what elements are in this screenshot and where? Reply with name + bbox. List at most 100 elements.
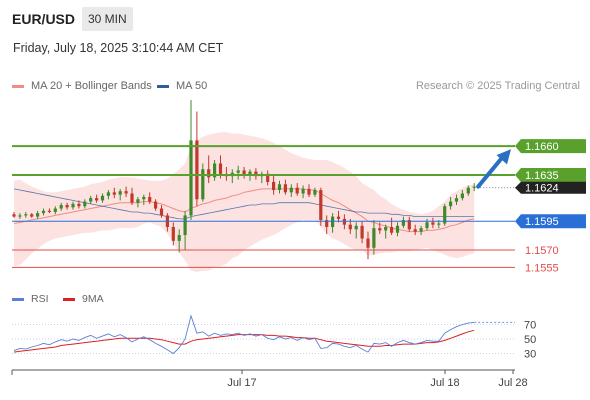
candle-body xyxy=(142,196,146,200)
candle xyxy=(195,111,199,207)
candle xyxy=(154,199,158,211)
legend-rsi: RSI xyxy=(12,293,49,305)
legend-rsi-label: RSI xyxy=(31,293,49,305)
candle xyxy=(242,166,246,179)
candle xyxy=(266,170,270,186)
candle xyxy=(236,165,240,180)
rsi-line xyxy=(13,314,475,355)
level-label-1.1570: 1.1570 xyxy=(525,245,559,257)
candle-body xyxy=(289,187,293,193)
candle xyxy=(378,222,382,234)
candle-body xyxy=(65,205,69,208)
candle-body xyxy=(148,196,152,202)
candle-body xyxy=(183,215,187,236)
candle-body xyxy=(301,188,305,194)
candle-body xyxy=(272,181,276,191)
candle xyxy=(30,213,34,218)
candle xyxy=(449,196,453,210)
candle-body xyxy=(390,226,394,233)
candle-body xyxy=(384,226,388,231)
candle xyxy=(466,185,470,196)
candle xyxy=(189,100,193,221)
candle-body xyxy=(195,140,199,200)
level-tag-1.1660 xyxy=(515,139,586,154)
candle xyxy=(118,188,122,201)
research-credit: Research © 2025 Trading Central xyxy=(415,80,580,92)
candle xyxy=(36,210,40,219)
candle-body xyxy=(130,193,134,203)
candle-body xyxy=(201,169,205,200)
candle-body xyxy=(77,203,81,207)
candle-body xyxy=(277,184,282,191)
candle xyxy=(59,202,63,211)
candle-body xyxy=(319,190,323,221)
candle xyxy=(472,183,476,192)
candle xyxy=(342,214,346,230)
candle xyxy=(313,187,317,197)
candle xyxy=(295,183,299,196)
candle xyxy=(331,213,335,233)
bollinger-band xyxy=(14,132,475,272)
candle xyxy=(277,180,282,194)
rsi-tick-30: 30 xyxy=(524,349,536,361)
candle-body xyxy=(248,171,252,176)
candle xyxy=(53,206,57,215)
candle xyxy=(130,187,134,206)
candle-body xyxy=(472,186,476,188)
candle-body xyxy=(419,228,423,232)
candle-body xyxy=(207,169,211,178)
legend-ma20: MA 20 + Bollinger Bands xyxy=(12,80,152,92)
candle xyxy=(319,187,323,226)
timestamp: Friday, July 18, 2025 3:10:44 AM CET xyxy=(13,41,224,55)
candle xyxy=(77,200,81,209)
candle-body xyxy=(313,190,317,195)
candle-body xyxy=(30,214,34,217)
candle-body xyxy=(360,225,364,239)
candle xyxy=(47,208,51,214)
candle-body xyxy=(395,225,400,233)
candle-body xyxy=(71,203,75,208)
candle-body xyxy=(242,170,246,176)
candle xyxy=(443,203,447,226)
rsi-ma-swatch xyxy=(63,297,75,301)
candle xyxy=(407,216,411,232)
candle xyxy=(148,192,152,204)
candle-body xyxy=(331,216,335,227)
candle xyxy=(360,221,364,244)
candle xyxy=(213,160,217,181)
candle-body xyxy=(18,215,22,217)
candle xyxy=(201,163,205,202)
candle xyxy=(177,229,181,253)
candle-body xyxy=(118,191,122,195)
candle-body xyxy=(443,206,447,224)
x-tick-label: Jul 17 xyxy=(227,377,256,389)
candle-body xyxy=(59,205,63,209)
candle-body xyxy=(342,218,346,225)
candle xyxy=(83,199,87,209)
candle-body xyxy=(236,170,240,173)
candle xyxy=(159,205,164,218)
candle-body xyxy=(460,193,464,199)
candle-body xyxy=(378,228,382,231)
candle-body xyxy=(89,198,93,202)
candle-body xyxy=(171,226,175,241)
timeframe-button[interactable]: 30 MIN xyxy=(82,7,133,31)
candle xyxy=(24,211,28,218)
candle xyxy=(289,184,293,197)
candle xyxy=(372,220,376,255)
level-label-1.1660: 1.1660 xyxy=(525,141,559,153)
candle-body xyxy=(372,228,376,248)
candle-body xyxy=(136,199,140,203)
candle xyxy=(95,194,99,203)
candle-body xyxy=(83,201,87,207)
candle xyxy=(366,231,370,260)
current-price-label: 1.1624 xyxy=(525,183,559,195)
candle-body xyxy=(366,238,370,248)
candle-body xyxy=(189,140,193,216)
rsi-tick-50: 50 xyxy=(524,334,536,346)
candle xyxy=(183,210,187,251)
candle xyxy=(354,222,358,239)
candle xyxy=(112,187,116,199)
candle-body xyxy=(53,208,57,212)
